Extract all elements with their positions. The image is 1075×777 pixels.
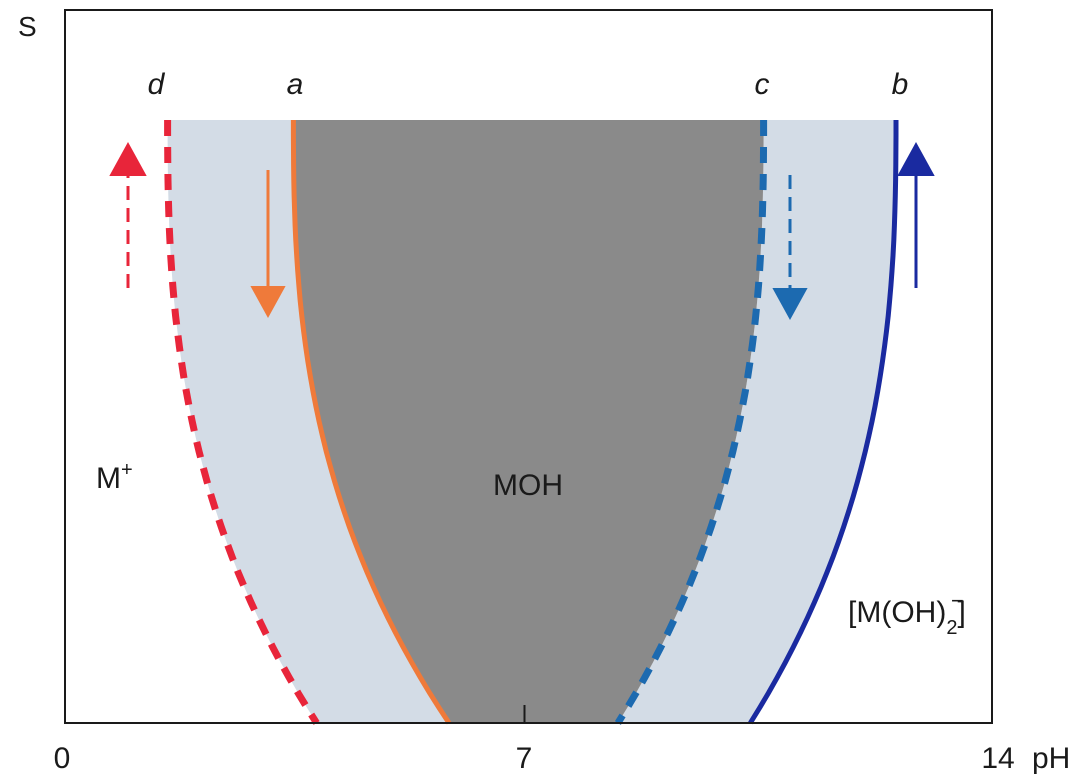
region-label-m-plus: M+: [96, 459, 133, 495]
region-m-plus-band: [167, 120, 449, 723]
curve-b: [748, 120, 899, 725]
region-label-m-oh2-sup: −: [951, 588, 964, 613]
region-label-moh: MOH: [493, 469, 563, 502]
tick-label-0: 0: [54, 742, 71, 775]
plot-frame: [64, 9, 993, 724]
curve-a: [290, 120, 452, 725]
region-label-m-oh2-close: ]: [957, 596, 965, 629]
curve-label-b: b: [892, 68, 909, 101]
curve-label-c: c: [755, 68, 770, 101]
region-label-m-oh2-sub: 2: [946, 617, 957, 639]
arrows-group: [109, 142, 935, 320]
region-label-m-plus-sup: +: [121, 459, 133, 481]
curve-label-d: d: [148, 68, 166, 101]
curve-d: [164, 120, 320, 725]
curves-group: [164, 120, 899, 725]
region-moh: [293, 120, 764, 723]
curve-label-a: a: [287, 68, 304, 101]
arrow-a: [250, 170, 286, 318]
region-label-m-oh2-base: [M(OH): [848, 596, 946, 629]
curve-c: [614, 120, 768, 725]
tick-label-14: 14: [981, 742, 1014, 775]
region-label-m-plus-base: M: [96, 462, 121, 495]
tick-label-7: 7: [516, 742, 533, 775]
arrow-c: [772, 175, 808, 320]
ylabel: S: [18, 11, 37, 42]
region-label-m-oh2: [M(OH)2] −: [848, 588, 966, 639]
arrow-b: [897, 142, 935, 288]
arrow-d: [109, 142, 147, 288]
xlabel: pH: [1032, 742, 1070, 775]
svg-text:[M(OH)2]: [M(OH)2]: [848, 596, 966, 639]
